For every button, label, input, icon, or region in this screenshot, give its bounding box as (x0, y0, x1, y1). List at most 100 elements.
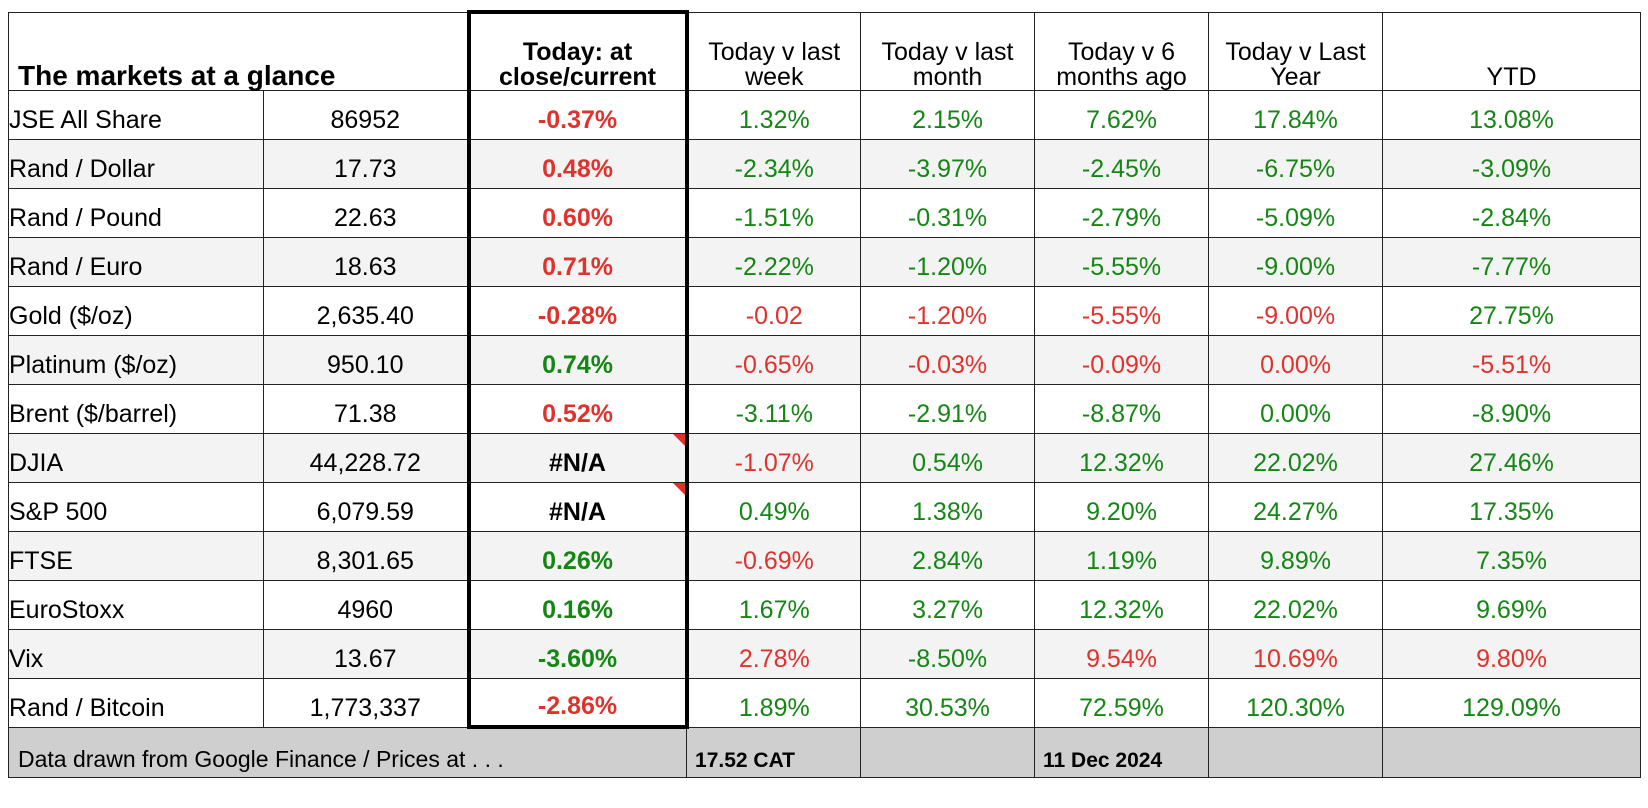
row-today-change: -3.60% (466, 628, 689, 679)
row-vs-last-month: -0.03% (860, 334, 1036, 385)
row-vs-last-month: 2.15% (860, 89, 1036, 140)
row-vs-last-week: -2.34% (686, 138, 862, 189)
footer-date: 11 Dec 2024 (1034, 726, 1210, 778)
row-vs-last-week: 1.89% (686, 677, 862, 728)
row-vs-last-year: -9.00% (1208, 285, 1384, 336)
col-header-today: Today: at close/current (466, 10, 689, 91)
footer-note: Data drawn from Google Finance / Prices … (7, 726, 688, 778)
comment-flag-icon[interactable] (672, 433, 685, 446)
col-header-6-months: Today v 6 months ago (1034, 11, 1210, 91)
footer-empty-cell (1382, 726, 1642, 778)
row-today-change: -0.37% (466, 89, 689, 140)
row-vs-last-month: -3.97% (860, 138, 1036, 189)
row-vs-6-months: -5.55% (1034, 285, 1210, 336)
row-name: Rand / Pound (8, 187, 264, 238)
row-vs-last-year: 17.84% (1208, 89, 1384, 140)
row-vs-last-month: -2.91% (860, 383, 1036, 434)
table-row: Brent ($/barrel) 71.38 0.52% -3.11% -2.91% -8… (8, 383, 1642, 434)
row-ytd: 27.75% (1382, 285, 1642, 336)
row-ytd: -7.77% (1382, 236, 1642, 287)
row-ytd: 17.35% (1382, 481, 1642, 532)
row-ytd: 9.69% (1382, 579, 1642, 630)
row-name: Rand / Bitcoin (8, 677, 264, 728)
footer-empty-cell (860, 726, 1036, 778)
row-name: Brent ($/barrel) (8, 383, 264, 434)
row-vs-last-week: -0.02 (686, 285, 862, 336)
table-row: Rand / Pound 22.63 0.60% -1.51% -0.31% -2.79%… (8, 187, 1642, 238)
row-vs-last-month: -1.20% (860, 236, 1036, 287)
row-vs-6-months: 7.62% (1034, 89, 1210, 140)
row-vs-6-months: 9.20% (1034, 481, 1210, 532)
row-vs-last-year: 120.30% (1208, 677, 1384, 728)
row-name: Rand / Euro (8, 236, 264, 287)
row-vs-last-year: -5.09% (1208, 187, 1384, 238)
table-row: Platinum ($/oz) 950.10 0.74% -0.65% -0.03% -0… (8, 334, 1642, 385)
row-vs-6-months: -2.45% (1034, 138, 1210, 189)
row-today-change: #N/A (466, 481, 689, 532)
row-ytd: -2.84% (1382, 187, 1642, 238)
row-vs-last-month: -1.20% (860, 285, 1036, 336)
row-vs-last-month: 0.54% (860, 432, 1036, 483)
row-today-change: 0.74% (466, 334, 689, 385)
row-vs-6-months: 72.59% (1034, 677, 1210, 728)
row-vs-last-month: 2.84% (860, 530, 1036, 581)
row-name: DJIA (8, 432, 264, 483)
row-vs-last-month: 3.27% (860, 579, 1036, 630)
row-vs-last-month: 30.53% (860, 677, 1036, 728)
row-today-change: 0.52% (466, 383, 689, 434)
col-header-last-year: Today v Last Year (1208, 11, 1384, 91)
row-ytd: 7.35% (1382, 530, 1642, 581)
table-body: JSE All Share 86952 -0.37% 1.32% 2.15% 7.62% 1… (8, 89, 1642, 729)
row-today-change: #N/A (466, 432, 689, 483)
row-today-change: 0.16% (466, 579, 689, 630)
table-row: Rand / Bitcoin 1,773,337 -2.86% 1.89% 30.53%… (8, 677, 1642, 729)
row-value: 86952 (262, 89, 470, 140)
footer-time: 17.52 CAT (686, 726, 862, 778)
col-header-last-week: Today v last week (686, 11, 862, 91)
row-value: 22.63 (262, 187, 470, 238)
row-today-change: -0.28% (466, 285, 689, 336)
row-vs-last-week: -2.22% (686, 236, 862, 287)
row-name: Vix (8, 628, 264, 679)
row-value: 1,773,337 (262, 677, 470, 728)
row-vs-last-week: -0.69% (686, 530, 862, 581)
row-ytd: 27.46% (1382, 432, 1642, 483)
table-row: DJIA 44,228.72 #N/A -1.07% 0.54% 12.32% 22.02%… (8, 432, 1642, 483)
row-vs-last-year: 9.89% (1208, 530, 1384, 581)
row-ytd: 13.08% (1382, 89, 1642, 140)
row-value: 2,635.40 (262, 285, 470, 336)
row-vs-last-year: -6.75% (1208, 138, 1384, 189)
row-value: 71.38 (262, 383, 470, 434)
row-vs-last-week: -0.65% (686, 334, 862, 385)
row-vs-last-week: -3.11% (686, 383, 862, 434)
comment-flag-icon[interactable] (672, 482, 685, 495)
row-name: FTSE (8, 530, 264, 581)
row-vs-6-months: 12.32% (1034, 432, 1210, 483)
row-ytd: 129.09% (1382, 677, 1642, 728)
row-name: Platinum ($/oz) (8, 334, 264, 385)
table-row: S&P 500 6,079.59 #N/A 0.49% 1.38% 9.20% 24.27%… (8, 481, 1642, 532)
table-row: Rand / Euro 18.63 0.71% -2.22% -1.20% -5.55% -… (8, 236, 1642, 287)
row-vs-6-months: 1.19% (1034, 530, 1210, 581)
row-vs-6-months: -2.79% (1034, 187, 1210, 238)
row-value: 17.73 (262, 138, 470, 189)
header-row: The markets at a glance Today: at close/… (7, 10, 1642, 91)
row-vs-last-year: -9.00% (1208, 236, 1384, 287)
row-vs-last-year: 0.00% (1208, 334, 1384, 385)
row-vs-last-month: -0.31% (860, 187, 1036, 238)
row-name: Gold ($/oz) (8, 285, 264, 336)
row-name: Rand / Dollar (8, 138, 264, 189)
row-vs-last-week: -1.07% (686, 432, 862, 483)
row-name: EuroStoxx (8, 579, 264, 630)
row-ytd: -5.51% (1382, 334, 1642, 385)
row-vs-last-week: 1.32% (686, 89, 862, 140)
row-value: 13.67 (262, 628, 470, 679)
table-row: FTSE 8,301.65 0.26% -0.69% 2.84% 1.19% 9.89% 7.… (8, 530, 1642, 581)
row-vs-last-week: 2.78% (686, 628, 862, 679)
table-title: The markets at a glance (7, 11, 470, 91)
row-name: S&P 500 (8, 481, 264, 532)
row-name: JSE All Share (8, 89, 264, 140)
row-ytd: -3.09% (1382, 138, 1642, 189)
row-vs-6-months: -5.55% (1034, 236, 1210, 287)
row-vs-6-months: -8.87% (1034, 383, 1210, 434)
